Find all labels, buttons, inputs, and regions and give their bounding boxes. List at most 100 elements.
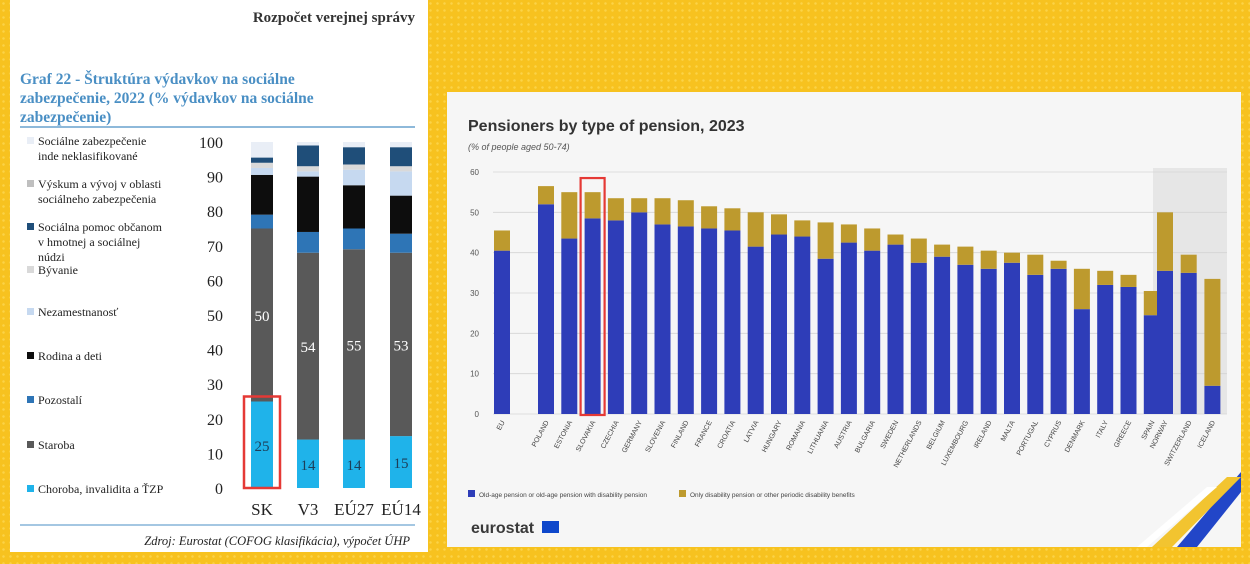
right-bar-MALTA-old_age_pension: [1004, 262, 1020, 414]
left-legend-text-rnd: Výskum a vývoj v oblasti: [38, 177, 162, 191]
left-bar-EÚ27-other: [343, 228, 365, 250]
right-bar-AUSTRIA-old_age_pension: [840, 242, 857, 414]
right-bar-SLOVAKIA-old_age_pension: [584, 218, 601, 414]
left-legend-swatch-family: [27, 352, 34, 359]
left-value-label-SK-old_age: 50: [255, 309, 270, 325]
left-y-tick-30: 30: [207, 377, 223, 394]
right-bar-ESTONIA-old_age_pension: [561, 238, 578, 414]
left-value-label-EÚ27-old_age: 55: [347, 338, 362, 354]
right-bar-SLOVENIA-old_age_pension: [654, 224, 671, 414]
left-bar-V3-old_age: [297, 252, 319, 440]
right-bar-POLAND-disability: [538, 186, 554, 205]
left-legend-text-social_exclusion: Sociálna pomoc občanom: [38, 220, 163, 234]
right-bar-FRANCE-disability: [701, 206, 718, 229]
left-legend-swatch-rnd: [27, 180, 34, 187]
right-x-label-HUNGARY: HUNGARY: [761, 419, 784, 453]
left-bar-SK-social_exclusion: [251, 157, 273, 163]
left-value-label-EÚ14-sickness: 15: [394, 456, 409, 472]
left-bar-EÚ14-unemployment: [390, 171, 412, 196]
right-y-tick-60: 60: [470, 168, 479, 177]
left-value-label-SK-sickness: 25: [255, 439, 270, 455]
right-bar-BELGIUM-old_age_pension: [934, 256, 951, 414]
right-bar-FRANCE-old_age_pension: [701, 228, 718, 414]
left-bar-EÚ27-unemployment: [343, 169, 365, 186]
right-bar-NORWAY-disability: [1157, 212, 1173, 271]
right-highlight-box: [579, 176, 606, 417]
left-highlight-box: [242, 395, 282, 490]
corner-decoration: [1137, 472, 1241, 547]
left-y-tick-100: 100: [199, 135, 223, 152]
right-x-label-SLOVENIA: SLOVENIA: [645, 419, 668, 453]
right-bar-AUSTRIA-disability: [840, 224, 857, 243]
right-bar-EU-old_age_pension: [494, 250, 510, 414]
right-y-tick-30: 30: [470, 289, 479, 298]
left-bar-EÚ14-old_age: [390, 252, 412, 437]
right-bar-GERMANY-old_age_pension: [631, 212, 648, 414]
right-x-label-POLAND: POLAND: [531, 420, 551, 449]
right-bar-BULGARIA-disability: [864, 228, 881, 251]
left-bars: 25 50 SK 14 54 V3 14 55 EÚ27 15 53 EÚ14: [242, 142, 421, 519]
left-bar-EÚ14-sickness: [390, 436, 412, 488]
left-title-line-1: Graf 22 - Štruktúra výdavkov na sociálne: [20, 71, 295, 88]
right-bar-ICELAND-disability: [1204, 278, 1221, 386]
right-bar-HUNGARY-old_age_pension: [771, 234, 787, 414]
right-y-tick-20: 20: [470, 329, 479, 338]
left-legend-swatch-unemployment: [27, 308, 34, 315]
right-x-label-SWITZERLAND: SWITZERLAND: [1164, 420, 1194, 468]
left-y-tick-20: 20: [207, 412, 223, 429]
left-y-tick-0: 0: [215, 481, 223, 498]
right-x-label-ITALY: ITALY: [1095, 419, 1110, 439]
right-legend-swatch-disability: [679, 490, 686, 497]
right-bar-SPAIN-old_age_pension: [1143, 315, 1160, 414]
left-y-tick-40: 40: [207, 343, 223, 360]
right-bar-GERMANY-disability: [631, 198, 648, 213]
right-bar-HUNGARY-disability: [771, 214, 787, 235]
right-bar-CYPRUS-old_age_pension: [1050, 268, 1067, 414]
right-y-tick-50: 50: [470, 208, 479, 217]
right-x-label-FINLAND: FINLAND: [670, 420, 690, 450]
right-bar-PORTUGAL-old_age_pension: [1027, 274, 1044, 414]
left-bar-EÚ27-family: [343, 185, 365, 229]
right-bar-PORTUGAL-disability: [1027, 254, 1044, 275]
left-bar-EÚ14-not_classified: [390, 142, 412, 148]
left-bar-V3-other: [297, 231, 319, 253]
right-bar-NETHERLANDS-old_age_pension: [910, 262, 927, 414]
left-bar-EÚ14-housing: [390, 166, 412, 172]
right-x-label-SWEDEN: SWEDEN: [880, 420, 901, 450]
right-bar-CROATIA-disability: [724, 208, 741, 231]
left-legend-swatch-social_exclusion: [27, 223, 34, 230]
right-bars: [494, 176, 1221, 417]
left-bar-V3-family: [297, 176, 319, 232]
right-bar-IRELAND-old_age_pension: [980, 268, 997, 414]
right-bar-CZECHIA-old_age_pension: [607, 220, 624, 414]
left-x-label-V3: V3: [298, 500, 319, 519]
right-bar-BELGIUM-disability: [934, 244, 951, 257]
left-bar-EÚ27-sickness: [343, 439, 365, 488]
right-bar-IRELAND-disability: [980, 250, 997, 269]
left-y-axis: 0 10 20 30 40 50 60 70 80 90 100: [199, 135, 223, 498]
right-subtitle: (% of people aged 50-74): [468, 142, 570, 152]
left-bar-EÚ27-old_age: [343, 249, 365, 440]
right-x-label-ROMANIA: ROMANIA: [786, 419, 808, 451]
right-bar-ESTONIA-disability: [561, 192, 578, 239]
right-chart-svg: Pensioners by type of pension, 2023 (% o…: [468, 118, 1241, 547]
right-x-labels: EU POLAND ESTONIA SLOVAKIA CZECHIA GERMANY SLO…: [496, 419, 1217, 469]
right-bar-SWITZERLAND-disability: [1180, 254, 1197, 273]
right-bar-BULGARIA-old_age_pension: [864, 250, 881, 414]
left-title-line-3: zabezpečenie): [20, 109, 111, 126]
eurostat-wordmark: eurostat: [471, 520, 535, 537]
left-bar-SK-old_age: [251, 228, 273, 402]
left-bar-EÚ27-social_exclusion: [343, 147, 365, 165]
right-x-label-LATVIA: LATVIA: [743, 419, 760, 443]
right-x-label-PORTUGAL: PORTUGAL: [1016, 420, 1040, 457]
left-bar-SK-family: [251, 174, 273, 215]
left-bar-V3-housing: [297, 166, 319, 172]
right-bar-CZECHIA-disability: [607, 198, 624, 221]
right-bar-DENMARK-old_age_pension: [1073, 309, 1090, 414]
right-x-label-AUSTRIA: AUSTRIA: [833, 419, 854, 449]
right-bar-ITALY-old_age_pension: [1097, 284, 1114, 414]
right-x-label-CZECHIA: CZECHIA: [600, 419, 621, 450]
left-legend-text-other: Pozostalí: [38, 393, 83, 407]
right-x-label-GERMANY: GERMANY: [621, 419, 644, 454]
